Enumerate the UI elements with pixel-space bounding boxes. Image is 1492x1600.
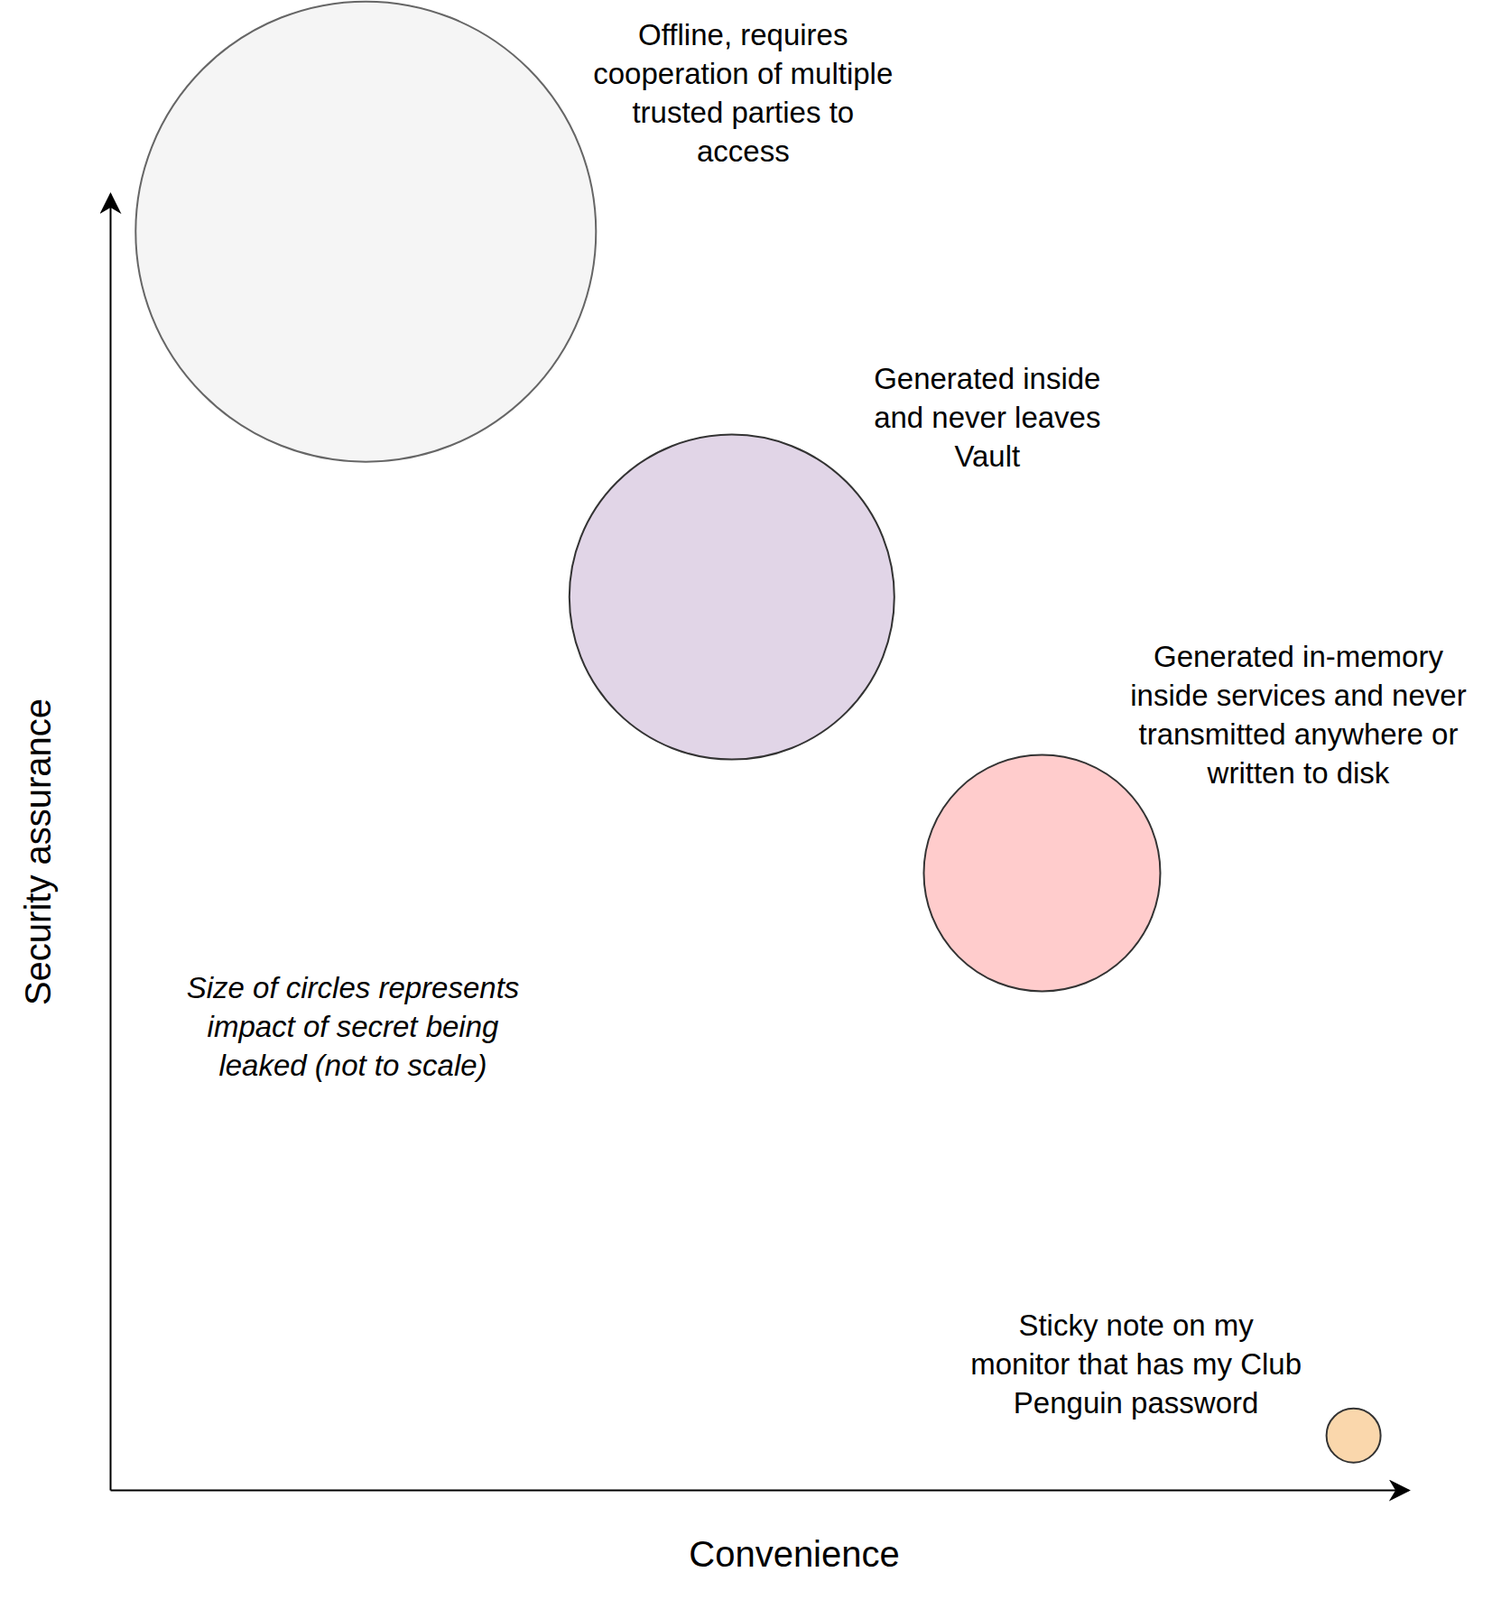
- axis-line: [111, 1490, 1409, 1492]
- x-axis-title: Convenience: [688, 1534, 900, 1575]
- bubble: [923, 754, 1160, 992]
- note-line: leaked (not to scale): [218, 1048, 487, 1083]
- bubble: [135, 1, 596, 463]
- bubble-labels: Offline, requires cooperation of multiple…: [593, 18, 1466, 1420]
- bubble-label: Generated in-memory: [1153, 639, 1444, 674]
- bubble-label: monitor that has my Club: [970, 1347, 1302, 1381]
- bubble-label: Offline, requires: [638, 18, 848, 52]
- bubble-label: written to disk: [1206, 756, 1391, 790]
- bubble-label: Vault: [954, 439, 1020, 473]
- bubble-label: inside services and never: [1130, 678, 1466, 713]
- bubble-label: cooperation of multiple: [593, 56, 893, 91]
- y-axis-title: Security assurance: [18, 698, 58, 1006]
- note: Size of circles represents impact of secr…: [186, 971, 520, 1083]
- bubble: [1326, 1408, 1381, 1464]
- bubble-label: Generated inside: [873, 361, 1101, 396]
- bubble: [569, 435, 895, 760]
- x-axis: [111, 1490, 1409, 1492]
- bubble-label: Penguin password: [1013, 1386, 1260, 1420]
- bubble-label: Sticky note on my: [1018, 1308, 1254, 1343]
- y-axis: [110, 194, 112, 1492]
- axis-line: [110, 194, 112, 1492]
- bubble-label: transmitted anywhere or: [1138, 717, 1458, 751]
- note-line: Size of circles represents: [186, 971, 520, 1005]
- note-line: impact of secret being: [207, 1010, 500, 1044]
- chart: Convenience Security assurance Offline, re…: [0, 0, 1492, 1600]
- bubble-label: trusted parties to: [631, 95, 854, 130]
- bubble-label: and never leaves: [873, 400, 1101, 435]
- bubble-label: access: [696, 134, 790, 168]
